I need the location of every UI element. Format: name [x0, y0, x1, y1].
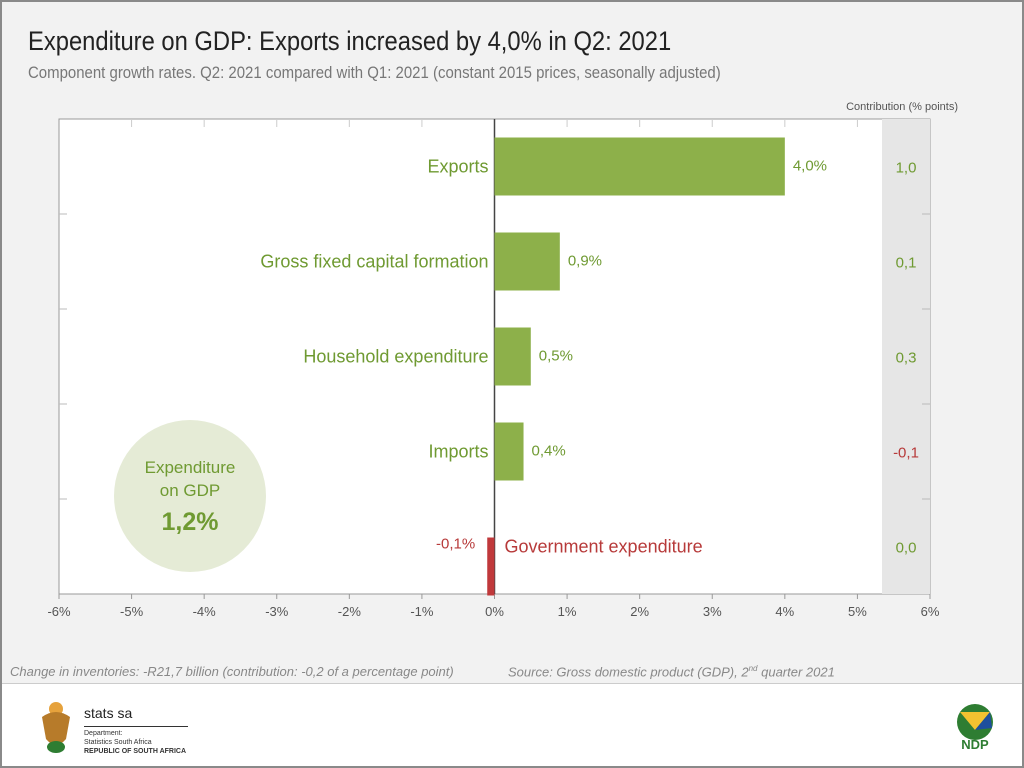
- source-note: Source: Gross domestic product (GDP), 2n…: [508, 664, 835, 679]
- bar: [494, 232, 560, 291]
- contribution-value: -0,1: [893, 445, 919, 462]
- x-tick-label: 1%: [558, 604, 577, 619]
- country-line: REPUBLIC OF SOUTH AFRICA: [84, 748, 187, 755]
- value-label: -0,1%: [436, 536, 475, 553]
- source-text-end: quarter 2021: [757, 664, 835, 680]
- callout-line: Expenditure: [145, 458, 236, 477]
- callout-value: 1,2%: [162, 508, 219, 536]
- bar: [494, 422, 524, 481]
- value-label: 0,4%: [532, 443, 566, 460]
- x-tick-label: -2%: [338, 604, 362, 619]
- contribution-header: Contribution (% points): [846, 101, 958, 113]
- contribution-value: 0,0: [896, 540, 917, 557]
- x-tick-label: 4%: [775, 604, 794, 619]
- bar-chart: -6% -5% -4% -3% -2% -1% 0% 1% 2% 3% 4% 5% 6% Exports 4…: [47, 118, 940, 619]
- inventories-note: Change in inventories: -R21,7 billion (c…: [10, 664, 454, 679]
- ndp-logo: NDP: [957, 704, 993, 752]
- x-tick-label: -5%: [120, 604, 144, 619]
- x-tick-label: -6%: [47, 604, 71, 619]
- value-label: 4,0%: [793, 158, 827, 175]
- category-label: Household expenditure: [303, 347, 488, 367]
- contribution-column: [882, 119, 930, 594]
- value-label: 0,9%: [568, 253, 602, 270]
- contribution-value: 0,1: [896, 255, 917, 272]
- dept-line: Department:: [84, 730, 123, 737]
- page-subtitle: Component growth rates. Q2: 2021 compare…: [28, 63, 721, 82]
- department-text: Department: Statistics South Africa REPUBL…: [84, 726, 188, 756]
- bar: [494, 137, 785, 196]
- page-title: Expenditure on GDP: Exports increased by…: [28, 26, 672, 56]
- category-label: Gross fixed capital formation: [260, 252, 488, 272]
- contribution-value: 1,0: [896, 160, 917, 177]
- dept-line: Statistics South Africa: [84, 739, 152, 746]
- value-label: 0,5%: [539, 348, 573, 365]
- x-tick-label: 6%: [921, 604, 940, 619]
- bar: [487, 537, 495, 596]
- svg-text:NDP: NDP: [961, 737, 989, 752]
- x-tick-label: 2%: [630, 604, 649, 619]
- coat-of-arms-logo: [42, 702, 70, 753]
- category-label: Imports: [428, 442, 488, 462]
- x-tick-label: -4%: [193, 604, 217, 619]
- x-tick-label: -3%: [265, 604, 289, 619]
- category-label: Government expenditure: [505, 537, 703, 557]
- callout-line: on GDP: [160, 481, 220, 500]
- source-text: Source: Gross domestic product (GDP), 2: [508, 664, 749, 680]
- x-tick-label: 5%: [848, 604, 867, 619]
- x-tick-label: 0%: [485, 604, 504, 619]
- gdp-callout-circle: [114, 420, 266, 572]
- x-tick-label: 3%: [703, 604, 722, 619]
- x-tick-label: -1%: [410, 604, 434, 619]
- bar: [494, 327, 531, 386]
- category-label: Exports: [427, 157, 488, 177]
- stats-sa-logo: stats sa: [84, 705, 133, 721]
- source-sup: nd: [748, 664, 758, 673]
- contribution-value: 0,3: [896, 350, 917, 367]
